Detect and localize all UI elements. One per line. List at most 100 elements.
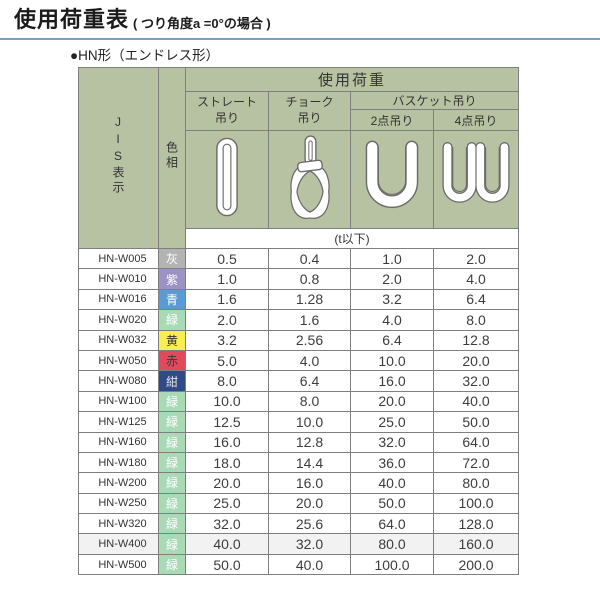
jis-code: HN-W050: [78, 349, 159, 372]
load-value: 10.0: [268, 411, 351, 433]
jis-code: HN-W250: [78, 492, 159, 515]
table-row: HN-W320 緑 32.0 25.6 64.0 128.0: [78, 513, 520, 535]
load-value: 25.0: [350, 411, 434, 433]
load-value: 1.0: [185, 268, 269, 290]
color-chip: 緑: [158, 533, 186, 555]
jis-code: HN-W100: [78, 390, 159, 413]
color-chip: 緑: [158, 411, 186, 433]
load-value: 0.4: [268, 247, 351, 270]
load-value: 50.0: [350, 492, 434, 515]
load-value: 16.0: [268, 472, 351, 494]
load-value: 32.0: [350, 431, 434, 453]
load-value: 72.0: [432, 451, 520, 474]
table-row: HN-W050 赤 5.0 4.0 10.0 20.0: [78, 349, 520, 372]
page-title: 使用荷重表 ( つり角度a =0°の場合 ): [0, 0, 600, 34]
load-value: 40.0: [432, 390, 520, 413]
color-chip: 緑: [158, 553, 186, 576]
color-chip: 緑: [158, 309, 186, 331]
load-value: 1.28: [268, 288, 351, 311]
table-row: HN-W020 緑 2.0 1.6 4.0 8.0: [78, 309, 520, 331]
jis-code: HN-W032: [78, 329, 159, 351]
load-value: 100.0: [350, 553, 434, 576]
load-value: 0.5: [185, 247, 269, 270]
choker-sling-icon: [289, 135, 330, 220]
table-row: HN-W080 紺 8.0 6.4 16.0 32.0: [78, 370, 520, 392]
load-value: 2.56: [268, 329, 351, 351]
page-title-main: 使用荷重表: [14, 7, 130, 32]
jis-code: HN-W200: [78, 472, 159, 494]
load-value: 128.0: [432, 513, 520, 535]
load-value: 3.2: [350, 288, 434, 311]
load-value: 80.0: [350, 533, 434, 555]
jis-column-header-label: JIS表示: [111, 115, 125, 196]
load-value: 0.8: [268, 268, 351, 290]
basket-4point-header: 4点吊り: [432, 109, 520, 131]
table-row: HN-W100 緑 10.0 8.0 20.0 40.0: [78, 390, 520, 413]
jis-code: HN-W180: [78, 451, 159, 474]
load-value: 16.0: [185, 431, 269, 453]
basket-hitch-header: バスケット吊り: [349, 91, 520, 110]
load-value: 2.0: [185, 309, 269, 331]
basket-2point-sling-cell: [350, 130, 434, 229]
load-value: 20.0: [268, 492, 351, 515]
straight-sling-cell: [185, 130, 269, 229]
load-value: 14.4: [268, 451, 351, 474]
table-row: HN-W125 緑 12.5 10.0 25.0 50.0: [78, 411, 520, 433]
basket-2point-sling-icon: [365, 140, 419, 209]
color-chip: 黄: [158, 329, 186, 351]
load-value: 4.0: [268, 349, 351, 372]
load-value: 6.4: [268, 370, 351, 392]
load-value: 25.0: [185, 492, 269, 515]
jis-code: HN-W160: [78, 431, 159, 453]
choker-hitch-header: チョーク 吊り: [268, 91, 351, 131]
table-row: HN-W400 緑 40.0 32.0 80.0 160.0: [78, 533, 520, 555]
page-title-note: ( つり角度a =0°の場合 ): [133, 16, 271, 31]
jis-code: HN-W125: [78, 411, 159, 433]
section-label: ●HN形（エンドレス形）: [70, 48, 220, 63]
load-value: 1.6: [185, 288, 269, 311]
load-value: 8.0: [185, 370, 269, 392]
load-value: 50.0: [185, 553, 269, 576]
load-value: 40.0: [268, 553, 351, 576]
choker-sling-cell: [268, 130, 351, 229]
load-value: 6.4: [350, 329, 434, 351]
load-value: 12.8: [432, 329, 520, 351]
load-value: 2.0: [350, 268, 434, 290]
color-chip: 紫: [158, 268, 186, 290]
color-chip: 緑: [158, 472, 186, 494]
load-value: 18.0: [185, 451, 269, 474]
load-value: 32.0: [432, 370, 520, 392]
load-value: 20.0: [185, 472, 269, 494]
table-header-body: JIS表示 色相 使用荷重 ストレート 吊り チョーク 吊り バスケット吊り 2…: [78, 67, 520, 249]
color-column-header-label: 色相: [164, 140, 179, 171]
load-value: 4.0: [432, 268, 520, 290]
load-value: 32.0: [185, 513, 269, 535]
color-chip: 緑: [158, 492, 186, 515]
load-value: 64.0: [432, 431, 520, 453]
color-chip: 青: [158, 288, 186, 311]
color-chip: 紺: [158, 370, 186, 392]
jis-code: HN-W080: [78, 370, 159, 392]
basket-4point-sling-icon: [442, 142, 510, 203]
load-value: 12.8: [268, 431, 351, 453]
load-value: 8.0: [432, 309, 520, 331]
load-value: 1.0: [350, 247, 434, 270]
load-value: 32.0: [268, 533, 351, 555]
load-value: 3.2: [185, 329, 269, 351]
color-chip: 緑: [158, 513, 186, 535]
table-row: HN-W180 緑 18.0 14.4 36.0 72.0: [78, 451, 520, 474]
jis-code: HN-W005: [78, 247, 159, 270]
load-value: 20.0: [350, 390, 434, 413]
load-value: 100.0: [432, 492, 520, 515]
load-value: 160.0: [432, 533, 520, 555]
jis-code: HN-W020: [78, 309, 159, 331]
table-row: HN-W160 緑 16.0 12.8 32.0 64.0: [78, 431, 520, 453]
color-chip: 赤: [158, 349, 186, 372]
load-value: 50.0: [432, 411, 520, 433]
table-body: HN-W005 灰 0.5 0.4 1.0 2.0 HN-W010 紫 1.0 0.8 2.0 4.0…: [78, 247, 520, 576]
load-value: 16.0: [350, 370, 434, 392]
table-row: HN-W250 緑 25.0 20.0 50.0 100.0: [78, 492, 520, 515]
working-load-table: JIS表示 色相 使用荷重 ストレート 吊り チョーク 吊り バスケット吊り 2…: [78, 67, 520, 576]
load-value: 36.0: [350, 451, 434, 474]
